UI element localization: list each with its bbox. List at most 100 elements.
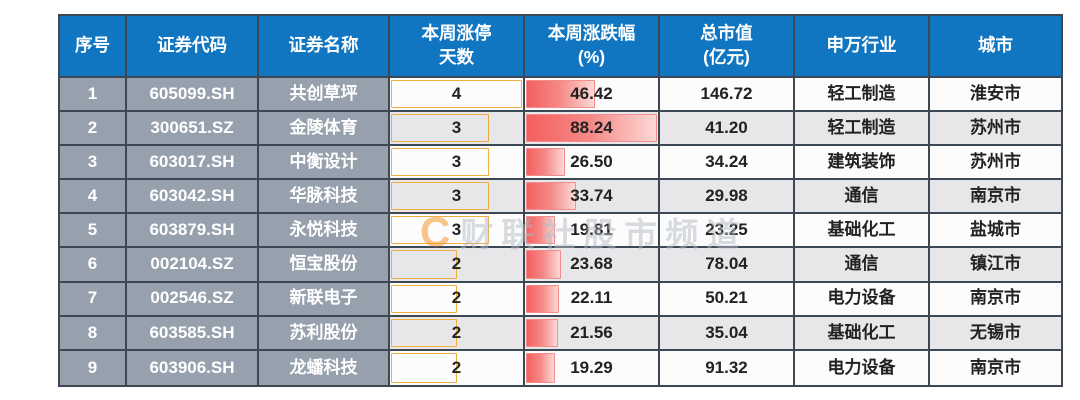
- weekly-change-bar: [526, 182, 577, 211]
- column-header-index: 序号: [60, 16, 127, 78]
- bar-value: 3: [451, 152, 462, 172]
- cell-weekly_change-row-6: 23.68: [525, 248, 660, 283]
- cell-market_cap-row-3: 34.24: [660, 146, 795, 181]
- cell-market_cap-row-6: 78.04: [660, 248, 795, 283]
- cell-weekly_change-row-3: 26.50: [525, 146, 660, 181]
- weekly-change-bar: [526, 148, 566, 177]
- bar-value: 33.74: [570, 186, 613, 206]
- bar-value: 21.56: [570, 322, 613, 342]
- cell-name-row-6: 恒宝股份: [259, 248, 390, 283]
- bar-value: 26.50: [570, 152, 613, 172]
- limit-up-days-bar: [391, 80, 522, 109]
- cell-code-row-8: 603585.SH: [127, 316, 259, 351]
- weekly-change-bar: [526, 250, 562, 279]
- cell-city-row-6: 镇江市: [930, 248, 1061, 283]
- cell-code-row-6: 002104.SZ: [127, 248, 259, 283]
- cell-name-row-1: 共创草坪: [259, 78, 390, 113]
- cell-weekly_change-row-8: 21.56: [525, 316, 660, 351]
- cell-limit_up_days-row-8: 2: [390, 316, 525, 351]
- cell-name-row-7: 新联电子: [259, 282, 390, 317]
- cell-index-row-5: 5: [60, 214, 127, 249]
- cell-index-row-9: 9: [60, 350, 127, 385]
- bar-value: 19.81: [570, 220, 613, 240]
- cell-limit_up_days-row-4: 3: [390, 180, 525, 215]
- cell-index-row-6: 6: [60, 248, 127, 283]
- weekly-change-bar: [526, 352, 555, 383]
- limit-up-days-bar: [391, 352, 457, 383]
- cell-weekly_change-row-2: 88.24: [525, 112, 660, 147]
- cell-code-row-4: 603042.SH: [127, 180, 259, 215]
- cell-industry-row-1: 轻工制造: [795, 78, 930, 113]
- bar-value: 88.24: [570, 117, 613, 137]
- cell-index-row-2: 2: [60, 112, 127, 147]
- cell-industry-row-8: 基础化工: [795, 316, 930, 351]
- cell-index-row-1: 1: [60, 78, 127, 113]
- cell-limit_up_days-row-2: 3: [390, 112, 525, 147]
- cell-city-row-7: 南京市: [930, 282, 1061, 317]
- column-header-name: 证券名称: [259, 16, 390, 78]
- cell-index-row-3: 3: [60, 146, 127, 181]
- limit-up-days-bar: [391, 284, 457, 313]
- cell-market_cap-row-9: 91.32: [660, 350, 795, 385]
- limit-up-days-bar: [391, 114, 490, 143]
- cell-limit_up_days-row-5: 3: [390, 214, 525, 249]
- cell-name-row-4: 华脉科技: [259, 180, 390, 215]
- cell-city-row-8: 无锡市: [930, 316, 1061, 351]
- cell-city-row-3: 苏州市: [930, 146, 1061, 181]
- cell-industry-row-3: 建筑装饰: [795, 146, 930, 181]
- bar-value: 2: [451, 357, 462, 377]
- column-header-city: 城市: [930, 16, 1061, 78]
- weekly-change-bar: [526, 284, 559, 313]
- cell-code-row-7: 002546.SZ: [127, 282, 259, 317]
- cell-limit_up_days-row-1: 4: [390, 78, 525, 113]
- cell-market_cap-row-4: 29.98: [660, 180, 795, 215]
- cell-market_cap-row-1: 146.72: [660, 78, 795, 113]
- cell-city-row-4: 南京市: [930, 180, 1061, 215]
- weekly-change-bar: [526, 80, 595, 109]
- cell-name-row-8: 苏利股份: [259, 316, 390, 351]
- cell-name-row-2: 金陵体育: [259, 112, 390, 147]
- cell-limit_up_days-row-3: 3: [390, 146, 525, 181]
- limit-up-days-bar: [391, 148, 490, 177]
- limit-up-days-bar: [391, 250, 457, 279]
- cell-industry-row-9: 电力设备: [795, 350, 930, 385]
- cell-code-row-1: 605099.SH: [127, 78, 259, 113]
- cell-city-row-9: 南京市: [930, 350, 1061, 385]
- cell-city-row-5: 盐城市: [930, 214, 1061, 249]
- bar-value: 2: [451, 254, 462, 274]
- bar-value: 22.11: [570, 288, 613, 308]
- cell-index-row-4: 4: [60, 180, 127, 215]
- bar-value: 2: [451, 322, 462, 342]
- cell-city-row-1: 淮安市: [930, 78, 1061, 113]
- cell-market_cap-row-7: 50.21: [660, 282, 795, 317]
- bar-value: 2: [451, 288, 462, 308]
- cell-weekly_change-row-4: 33.74: [525, 180, 660, 215]
- cell-index-row-8: 8: [60, 316, 127, 351]
- bar-value: 3: [451, 220, 462, 240]
- cell-industry-row-2: 轻工制造: [795, 112, 930, 147]
- limit-up-days-bar: [391, 182, 490, 211]
- cell-market_cap-row-8: 35.04: [660, 316, 795, 351]
- cell-weekly_change-row-5: 19.81: [525, 214, 660, 249]
- weekly-change-bar: [526, 114, 657, 143]
- cell-industry-row-4: 通信: [795, 180, 930, 215]
- cell-name-row-5: 永悦科技: [259, 214, 390, 249]
- cell-limit_up_days-row-9: 2: [390, 350, 525, 385]
- cell-limit_up_days-row-6: 2: [390, 248, 525, 283]
- cell-index-row-7: 7: [60, 282, 127, 317]
- column-header-code: 证券代码: [127, 16, 259, 78]
- cell-weekly_change-row-7: 22.11: [525, 282, 660, 317]
- bar-value: 46.42: [570, 83, 613, 103]
- cell-market_cap-row-5: 23.25: [660, 214, 795, 249]
- column-header-market_cap: 总市值 (亿元): [660, 16, 795, 78]
- column-header-limit_up_days: 本周涨停 天数: [390, 16, 525, 78]
- limit-up-days-bar: [391, 318, 457, 347]
- cell-industry-row-6: 通信: [795, 248, 930, 283]
- cell-code-row-3: 603017.SH: [127, 146, 259, 181]
- bar-value: 19.29: [570, 357, 613, 377]
- bar-value: 23.68: [570, 254, 613, 274]
- cell-industry-row-7: 电力设备: [795, 282, 930, 317]
- stock-table: 序号 证券代码 证券名称 本周涨停 天数 本周涨跌幅 (%) 总市值 (亿元) 申万行业 城市…: [58, 14, 1063, 387]
- cell-city-row-2: 苏州市: [930, 112, 1061, 147]
- column-header-weekly_change: 本周涨跌幅 (%): [525, 16, 660, 78]
